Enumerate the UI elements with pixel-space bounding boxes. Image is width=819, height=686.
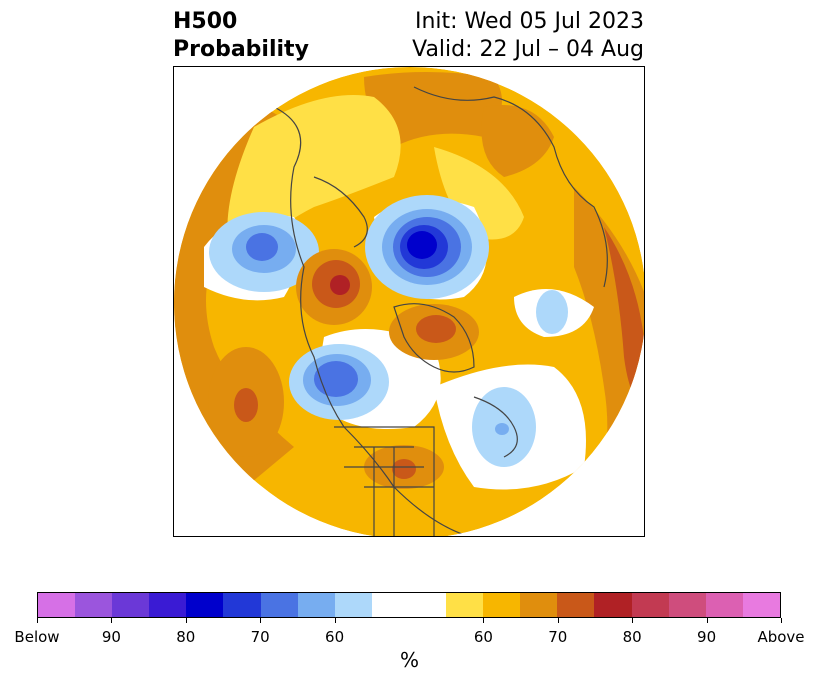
init-date: Init: Wed 05 Jul 2023 (414, 9, 644, 34)
above-75-greenland (416, 315, 456, 343)
colorbar-segment (742, 593, 780, 617)
colorbar-segment (371, 593, 409, 617)
colorbar-segment (149, 593, 187, 617)
colorbar-tick-label: 60 (473, 628, 493, 646)
colorbar-tick-label: Above (757, 628, 805, 646)
colorbar-segment (668, 593, 706, 617)
below-70-south (314, 361, 358, 397)
colorbar-tick-mark (706, 618, 708, 623)
region-above-70-north (364, 72, 502, 147)
colorbar-segment (631, 593, 669, 617)
colorbar-segment (186, 593, 224, 617)
colorbar-segment (408, 593, 447, 617)
colorbar-segment (297, 593, 335, 617)
colorbar-tick-label: Below (14, 628, 60, 646)
colorbar-tick-mark (37, 618, 38, 623)
colorbar-segment (38, 593, 76, 617)
colorbar-tick-mark (632, 618, 634, 623)
colorbar-segment (594, 593, 632, 617)
colorbar-segment (557, 593, 595, 617)
colorbar-segment (334, 593, 372, 617)
colorbar-tick-mark (260, 618, 262, 623)
colorbar-tick-mark (111, 618, 113, 623)
region-above-70-ne (481, 105, 554, 177)
colorbar-tick-mark (334, 618, 336, 623)
colorbar-segment (446, 593, 484, 617)
colorbar-tick-mark (557, 618, 559, 623)
below-80-pole (407, 231, 437, 259)
below-65-atlantic (495, 423, 509, 435)
colorbar-segment (223, 593, 261, 617)
valid-range: Valid: 22 Jul – 04 Aug (412, 37, 644, 62)
title-left: H500 Probability (173, 8, 309, 64)
colorbar-segment (112, 593, 150, 617)
above-80-center (330, 275, 350, 295)
colorbar-segment (260, 593, 298, 617)
colorbar-tick-label: 60 (325, 628, 345, 646)
colorbar-tick-label: 70 (548, 628, 568, 646)
colorbar-tick-label: 80 (622, 628, 642, 646)
map-panel (173, 66, 645, 537)
colorbar-tick-label: 90 (697, 628, 717, 646)
below-70-west (246, 233, 278, 261)
colorbar-tick-mark (185, 618, 187, 623)
above-75-us (392, 459, 416, 479)
colorbar-segment (483, 593, 521, 617)
title-product: Probability (173, 37, 309, 62)
colorbar-segment (520, 593, 558, 617)
colorbar-tick-label: 80 (176, 628, 196, 646)
region-above-60-center (434, 147, 524, 240)
colorbar-tick-label: 90 (101, 628, 121, 646)
below-60-east (536, 290, 568, 334)
colorbar-unit: % (399, 648, 419, 672)
region-above-75-east (604, 227, 644, 417)
colorbar-tick-mark (483, 618, 485, 623)
colorbar-tick-mark (781, 618, 782, 623)
colorbar-tick-label: 70 (250, 628, 270, 646)
probability-map (174, 67, 644, 536)
title-right: Init: Wed 05 Jul 2023 Valid: 22 Jul – 04… (412, 8, 644, 64)
above-75-pacific (234, 388, 258, 422)
colorbar (37, 592, 781, 618)
colorbar-segment (75, 593, 113, 617)
title-variable: H500 (173, 9, 238, 34)
coastlines (273, 86, 608, 536)
colorbar-ticks: Below 90 80 70 60 60 70 80 90 Above (0, 618, 819, 648)
colorbar-segment (705, 593, 743, 617)
